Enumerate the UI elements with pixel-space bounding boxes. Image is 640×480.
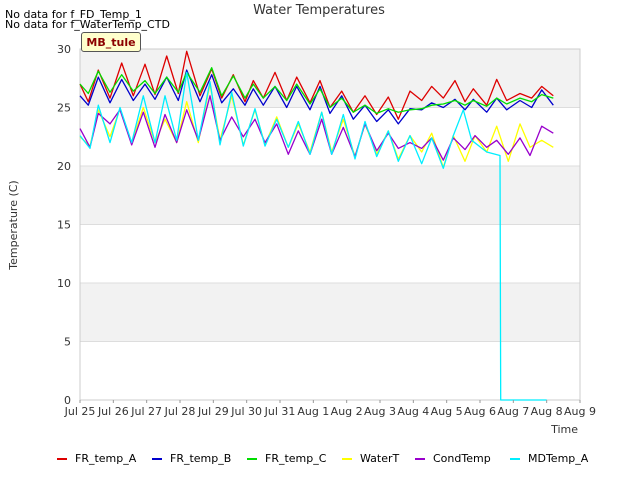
legend-item: CondTemp <box>415 452 491 465</box>
y-tick-label: 5 <box>64 336 71 349</box>
background-bands <box>80 49 580 342</box>
series-lines <box>79 50 554 401</box>
series-line-condtemp <box>79 95 554 161</box>
legend-label: MDTemp_A <box>528 452 589 465</box>
x-tick-label: Jul 26 <box>97 405 129 418</box>
series-line-fr-temp-c <box>79 67 554 115</box>
x-axis-label: Time <box>550 423 578 436</box>
y-tick-label: 10 <box>57 277 71 290</box>
y-tick-label: 30 <box>57 43 71 56</box>
legend-item: FR_temp_A <box>57 452 136 465</box>
legend-item: MDTemp_A <box>510 452 588 465</box>
x-tick-label: Jul 28 <box>164 405 196 418</box>
background-band <box>80 166 580 225</box>
series-line-fr-temp-a <box>79 50 554 120</box>
y-tick-label: 15 <box>57 219 71 232</box>
legend-item: FR_temp_B <box>152 452 231 465</box>
x-tick-label: Aug 9 <box>564 405 596 418</box>
legend-swatch <box>152 457 162 460</box>
y-tick-label: 25 <box>57 102 71 115</box>
x-tick-label: Aug 6 <box>464 405 496 418</box>
x-tick-label: Aug 4 <box>397 405 429 418</box>
x-tick-label: Aug 2 <box>331 405 363 418</box>
x-tick-label: Jul 27 <box>130 405 162 418</box>
site-label-badge: MB_tule <box>81 32 141 52</box>
x-tick-label: Aug 3 <box>364 405 396 418</box>
legend-label: FR_temp_B <box>170 452 232 465</box>
no-data-message: No data for f_WaterTemp_CTD <box>5 18 170 31</box>
x-tick-label: Jul 29 <box>197 405 229 418</box>
legend-label: FR_temp_C <box>265 452 327 465</box>
plot-frame <box>79 48 581 401</box>
background-band <box>80 283 580 342</box>
no-data-message: No data for f_FD_Temp_1 <box>5 8 142 21</box>
legend-label: FR_temp_A <box>75 452 137 465</box>
x-tick-label: Jul 31 <box>264 405 296 418</box>
x-tick-label: Aug 8 <box>531 405 563 418</box>
legend-swatch <box>510 457 520 460</box>
chart-title: Water Temperatures <box>253 3 385 18</box>
legend-swatch <box>57 457 67 460</box>
legend-swatch <box>415 457 425 460</box>
x-tick-label: Jul 25 <box>64 405 96 418</box>
legend-swatch <box>247 457 257 460</box>
legend-item: FR_temp_C <box>247 452 326 465</box>
y-tick-label: 0 <box>64 394 71 407</box>
series-line-mdtemp-a <box>79 71 547 401</box>
y-axis-ticks: 0 5 10 15 20 25 30 <box>57 43 71 407</box>
y-tick-label: 20 <box>57 160 71 173</box>
x-axis-ticks: Jul 25 Jul 26 Jul 27 Jul 28 Jul 29 Jul 30 Jul … <box>64 400 596 418</box>
legend-swatch <box>342 457 352 460</box>
legend-label: CondTemp <box>433 452 491 465</box>
y-axis-label: Temperature (C) <box>7 180 20 270</box>
legend-label: WaterT <box>360 452 400 465</box>
x-tick-label: Aug 1 <box>297 405 329 418</box>
legend: FR_temp_A FR_temp_B FR_temp_C WaterT CondTem… <box>0 452 640 472</box>
legend-item: WaterT <box>342 452 399 465</box>
x-tick-label: Jul 30 <box>230 405 262 418</box>
x-tick-label: Aug 5 <box>431 405 463 418</box>
x-tick-label: Aug 7 <box>497 405 529 418</box>
